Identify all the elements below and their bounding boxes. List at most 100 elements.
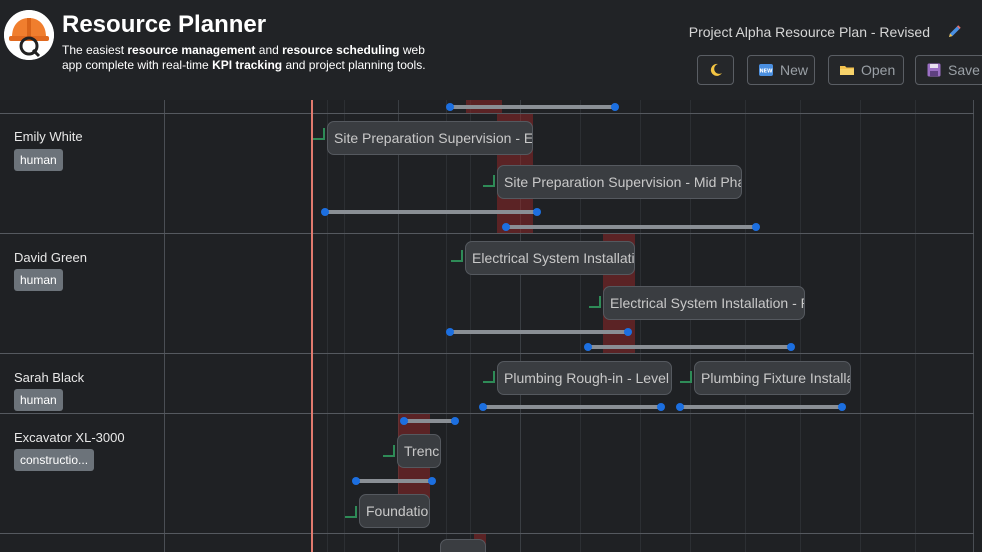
range-start-handle[interactable] — [446, 103, 454, 111]
svg-text:NEW: NEW — [759, 69, 773, 75]
task-date-range[interactable] — [352, 477, 436, 485]
grid-line — [327, 100, 328, 552]
grid-line — [580, 100, 581, 552]
dependency-connector-icon — [680, 371, 692, 383]
resource-name: Excavator XL-3000 — [14, 430, 125, 445]
moon-icon — [708, 62, 724, 78]
row-separator — [0, 113, 974, 114]
dependency-connector-icon — [483, 175, 495, 187]
task-bar[interactable]: Site Preparation Supervision - Ea — [327, 121, 533, 155]
grid-line — [446, 100, 447, 552]
theme-toggle-button[interactable] — [697, 55, 734, 85]
app-header: Resource Planner The easiest resource ma… — [0, 0, 982, 100]
row-separator — [0, 533, 974, 534]
save-button-label: Save — [948, 62, 980, 78]
range-end-handle[interactable] — [533, 208, 541, 216]
resource-type-badge: constructio... — [14, 449, 94, 471]
resource-name: Sarah Black — [14, 370, 85, 385]
range-end-handle[interactable] — [428, 477, 436, 485]
new-badge-icon: NEW — [758, 62, 774, 78]
task-date-range[interactable] — [676, 403, 846, 411]
task-bar[interactable]: Electrical System Installation - P — [603, 286, 805, 320]
range-start-handle[interactable] — [584, 343, 592, 351]
task-date-range[interactable] — [321, 208, 541, 216]
resource-timeline[interactable]: Emily White human Site Preparation Super… — [0, 100, 982, 552]
grid-line — [860, 100, 861, 552]
dependency-connector-icon — [589, 296, 601, 308]
grid-line — [520, 100, 521, 552]
pencil-icon[interactable] — [946, 24, 962, 40]
app-tagline: The easiest resource management and reso… — [62, 43, 442, 73]
task-date-range[interactable] — [400, 417, 459, 425]
task-date-range[interactable] — [479, 403, 665, 411]
resource-name: David Green — [14, 250, 87, 265]
timeline-end-divider — [973, 100, 974, 552]
tagline-segment: and project planning tools. — [282, 58, 426, 72]
folder-icon — [839, 62, 855, 78]
resource-type-badge: human — [14, 389, 63, 411]
tagline-segment: and — [255, 43, 283, 57]
grid-line — [344, 100, 345, 552]
task-date-range[interactable] — [502, 223, 760, 231]
range-start-handle[interactable] — [502, 223, 510, 231]
tagline-segment: web app complete with real-time — [62, 43, 425, 72]
dependency-connector-icon — [383, 445, 395, 457]
hardhat-logo-icon — [4, 10, 54, 60]
range-end-handle[interactable] — [624, 328, 632, 336]
task-date-range[interactable] — [446, 103, 619, 111]
dependency-connector-icon — [345, 506, 357, 518]
range-start-handle[interactable] — [352, 477, 360, 485]
row-separator — [0, 353, 974, 354]
dependency-connector-icon — [313, 128, 325, 140]
task-bar[interactable]: Plumbing Rough-in - Level — [497, 361, 672, 395]
row-separator — [0, 413, 974, 414]
resource-column-divider[interactable] — [164, 100, 165, 552]
floppy-disk-icon — [926, 62, 942, 78]
task-bar[interactable]: Trench — [397, 434, 441, 468]
range-start-handle[interactable] — [321, 208, 329, 216]
tagline-segment: KPI tracking — [212, 58, 283, 72]
grid-line — [640, 100, 641, 552]
app-title: Resource Planner — [62, 11, 267, 38]
range-end-handle[interactable] — [787, 343, 795, 351]
resource-name: Emily White — [14, 129, 83, 144]
range-end-handle[interactable] — [451, 417, 459, 425]
resource-type-badge: human — [14, 269, 63, 291]
task-date-range[interactable] — [446, 328, 632, 336]
grid-line — [398, 100, 399, 552]
range-start-handle[interactable] — [479, 403, 487, 411]
resource-type-badge: human — [14, 149, 63, 171]
range-end-handle[interactable] — [838, 403, 846, 411]
range-end-handle[interactable] — [752, 223, 760, 231]
range-start-handle[interactable] — [400, 417, 408, 425]
grid-line — [470, 100, 471, 552]
save-button[interactable]: Save — [915, 55, 982, 85]
task-date-range[interactable] — [584, 343, 795, 351]
open-button[interactable]: Open — [828, 55, 904, 85]
dependency-connector-icon — [483, 371, 495, 383]
grid-line — [915, 100, 916, 552]
plan-name[interactable]: Project Alpha Resource Plan - Revised — [688, 24, 930, 40]
range-end-handle[interactable] — [657, 403, 665, 411]
range-end-handle[interactable] — [611, 103, 619, 111]
tagline-segment: resource scheduling — [282, 43, 400, 57]
open-button-label: Open — [861, 62, 896, 78]
task-bar[interactable]: Electrical System Installatio — [465, 241, 635, 275]
tagline-segment: resource management — [127, 43, 256, 57]
new-button-label: New — [780, 62, 809, 78]
tagline-segment: The easiest — [62, 43, 128, 57]
grid-line — [690, 100, 691, 552]
task-bar[interactable]: Foundatio — [359, 494, 430, 528]
today-marker — [311, 100, 313, 552]
new-button[interactable]: NEW New — [747, 55, 815, 85]
task-bar[interactable]: Site Preparation Supervision - Mid Pha — [497, 165, 742, 199]
grid-line — [745, 100, 746, 552]
dependency-connector-icon — [451, 250, 463, 262]
range-start-handle[interactable] — [676, 403, 684, 411]
range-start-handle[interactable] — [446, 328, 454, 336]
grid-line — [800, 100, 801, 552]
row-separator — [0, 233, 974, 234]
task-bar[interactable] — [440, 539, 486, 552]
task-bar[interactable]: Plumbing Fixture Installa — [694, 361, 851, 395]
